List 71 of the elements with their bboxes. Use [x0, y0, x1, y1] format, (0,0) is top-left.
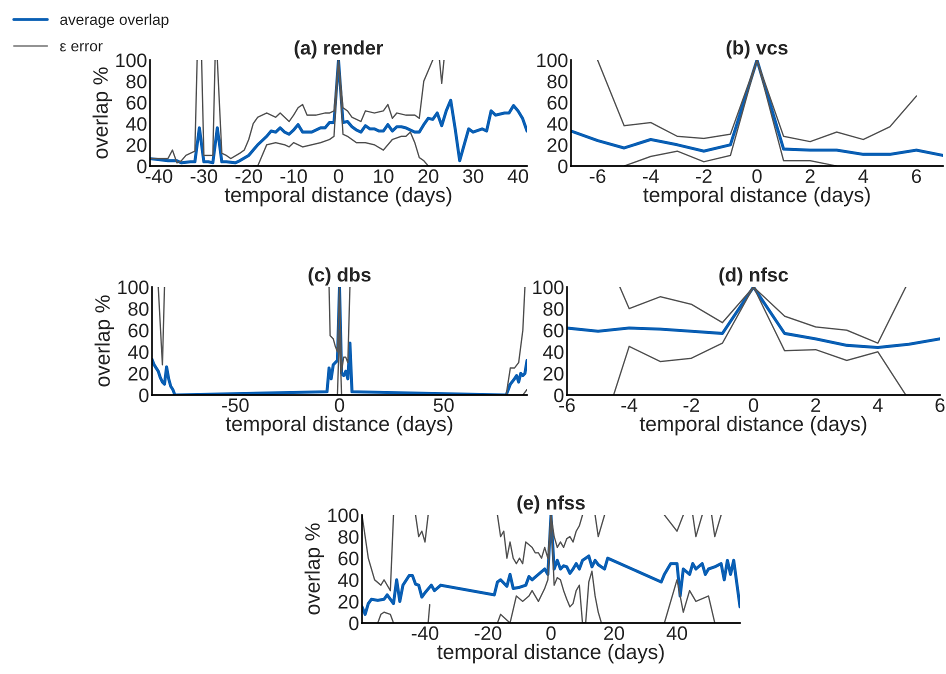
legend-label: average overlap	[60, 14, 169, 28]
chart-title: (d) nfsc	[719, 267, 788, 286]
x-tick-label: 6	[912, 169, 921, 184]
chart-title: (b) vcs	[726, 40, 788, 58]
y-tick-label: 40	[128, 345, 148, 360]
x-tick-label: 4	[858, 169, 868, 183]
x-tick-label: -40	[146, 169, 172, 184]
x-tick-label: 0	[752, 169, 762, 184]
y-tick-label: 60	[544, 324, 564, 338]
y-tick-label: 0	[349, 616, 358, 630]
y-tick-label: 80	[547, 74, 568, 88]
y-tick-label: 20	[128, 366, 148, 381]
y-tick-label: 20	[548, 138, 568, 152]
y-tick-label: 40	[126, 117, 146, 131]
x-tick-label: -2	[684, 398, 700, 412]
x-tick-label: -6	[590, 169, 606, 184]
y-axis-title: overlap %	[92, 67, 112, 158]
y-tick-label: 60	[548, 96, 568, 110]
x-tick-label: 6	[936, 398, 945, 412]
y-tick-label: 0	[139, 388, 148, 402]
y-tick-label: 20	[126, 138, 146, 152]
x-tick-label: 2	[811, 398, 820, 412]
y-tick-label: 80	[128, 302, 148, 316]
x-tick-label: -20	[236, 169, 262, 184]
x-axis-title: temporal distance (days)	[643, 186, 870, 206]
y-tick-label: 20	[544, 366, 564, 381]
x-tick-label: 10	[374, 169, 394, 184]
x-tick-label: -20	[474, 626, 502, 640]
chart-title: (e) nfss	[517, 495, 585, 514]
x-tick-label: 0	[748, 398, 758, 412]
y-tick-label: 100	[537, 53, 568, 68]
y-tick-label: 40	[338, 573, 358, 588]
x-tick-label: -40	[412, 626, 438, 640]
x-axis-title: temporal distance (days)	[226, 416, 452, 436]
y-tick-label: 60	[128, 324, 148, 338]
x-tick-label: 40	[666, 626, 688, 640]
x-axis-title: temporal distance (days)	[224, 186, 452, 206]
y-tick-label: 80	[338, 530, 358, 544]
y-axis-title: overlap %	[304, 523, 324, 614]
x-tick-label: 2	[806, 169, 815, 183]
y-tick-label: 100	[116, 53, 146, 68]
y-tick-label: 40	[547, 117, 568, 131]
y-tick-label: 100	[533, 280, 564, 294]
y-axis-title: overlap %	[94, 295, 114, 386]
x-axis-title: temporal distance (days)	[640, 416, 866, 436]
x-tick-label: 50	[434, 398, 454, 412]
x-tick-label: -4	[621, 398, 638, 412]
y-tick-label: 60	[126, 96, 146, 110]
x-tick-label: -30	[190, 169, 218, 184]
x-tick-label: 30	[463, 169, 484, 184]
x-tick-label: 40	[508, 169, 528, 184]
x-tick-label: -2	[696, 169, 712, 183]
chart-title: (a) render	[294, 40, 384, 58]
x-axis-title: temporal distance (days)	[437, 644, 664, 664]
y-tick-label: 60	[338, 552, 358, 566]
x-tick-label: 20	[418, 169, 438, 184]
y-tick-label: 80	[126, 74, 146, 88]
x-tick-label: -4	[642, 169, 659, 183]
x-tick-label: -10	[280, 169, 307, 184]
y-tick-label: 100	[328, 508, 358, 522]
y-tick-label: 100	[118, 280, 148, 294]
legend-label: ε error	[60, 43, 103, 52]
y-tick-label: 0	[137, 159, 146, 174]
chart-title: (c) dbs	[308, 267, 371, 286]
y-tick-label: 20	[338, 594, 358, 609]
y-tick-label: 0	[558, 159, 568, 174]
y-tick-label: 40	[543, 345, 564, 360]
x-tick-label: 4	[872, 398, 883, 412]
x-tick-label: -50	[222, 398, 249, 412]
y-tick-label: 80	[543, 302, 564, 316]
x-tick-label: 20	[604, 626, 624, 640]
